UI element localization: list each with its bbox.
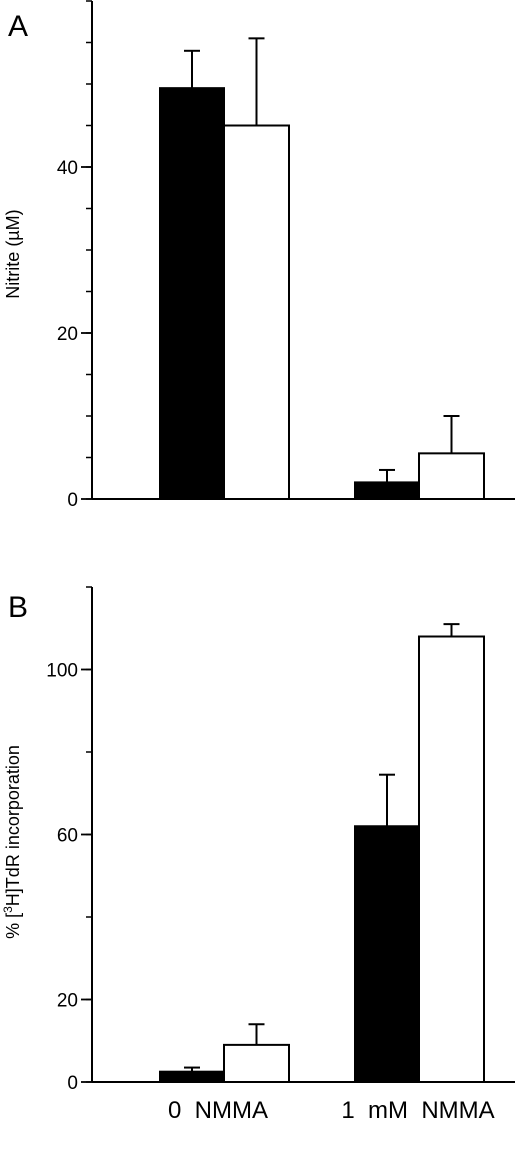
panel-b-plot: 0 20 60 100: [46, 586, 515, 1094]
panel-b-tick-label: 20: [57, 991, 78, 1012]
panel-b: B % [3H]TdR incorporation 0 20 60 100: [1, 586, 515, 1094]
panel-a-tick-label: 40: [57, 158, 78, 179]
category-label-1mm-nmma: 1 mM NMMA: [341, 1097, 494, 1124]
panel-b-tick-label: 100: [46, 661, 78, 682]
panel-b-ylabel: % [3H]TdR incorporation: [1, 745, 23, 939]
panel-b-bar-open-1: [418, 635, 485, 1083]
panel-b-tick-label: 0: [67, 1073, 78, 1094]
panel-a-bar-filled-0: [159, 87, 225, 501]
panel-b-bar-open-0: [223, 1043, 290, 1083]
panel-a-label: A: [8, 10, 28, 43]
panel-b-bar-filled-1: [354, 825, 420, 1083]
panel-a-plot: 0 20 40: [57, 0, 515, 511]
panel-a-bar-open-1: [418, 452, 485, 501]
panel-a-tick-label: 20: [57, 324, 78, 345]
panel-a-bar-open-0: [223, 124, 290, 500]
panel-b-label: B: [8, 591, 28, 624]
panel-a-ylabel: Nitrite (µM): [3, 209, 23, 298]
panel-b-tick-label: 60: [57, 826, 78, 847]
panel-a: A Nitrite (µM) 0 20 40: [3, 0, 515, 511]
panel-b-bar-filled-0: [159, 1070, 225, 1083]
panel-a-bar-filled-1: [354, 481, 420, 500]
category-label-0-nmma: 0 NMMA: [168, 1097, 268, 1124]
panel-a-tick-label: 0: [67, 490, 78, 511]
